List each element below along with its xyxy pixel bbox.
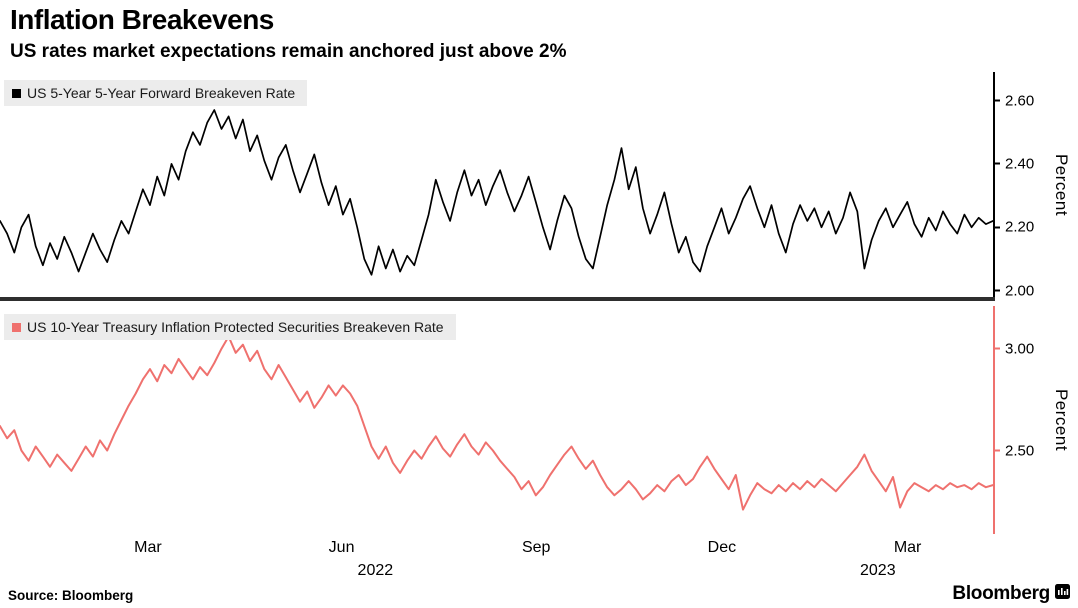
legend-swatch	[12, 88, 21, 98]
legend-label: US 5-Year 5-Year Forward Breakeven Rate	[27, 85, 296, 101]
x-year-label: 2022	[357, 562, 394, 579]
y-tick-mark	[993, 289, 1000, 292]
panel-5y5y-breakeven: 2.00 2.20 2.40 2.60 Percent US 5-Year 5-Yea…	[0, 72, 1078, 299]
y-tick-label: 2.40	[1005, 155, 1035, 173]
series-line-5y5y	[0, 109, 993, 276]
panel-divider	[0, 297, 995, 301]
y-tick-label: 2.00	[1005, 282, 1035, 300]
source-label: Source: Bloomberg	[8, 588, 134, 603]
y-axis-ticks: 2.50 3.00	[993, 306, 1078, 534]
y-axis-title: Percent	[1052, 388, 1071, 452]
y-tick: 2.60	[993, 92, 1034, 109]
x-tick-label: Mar	[134, 539, 162, 556]
series-line-10y-tips	[0, 335, 993, 511]
year-labels: 2022 2023	[0, 562, 993, 582]
y-tick-label: 3.00	[1005, 340, 1035, 358]
legend-swatch	[12, 322, 21, 332]
chart-title: Inflation Breakevens	[10, 4, 274, 35]
legend: US 10-Year Treasury Inflation Protected …	[4, 314, 456, 340]
x-tick-label: Sep	[521, 539, 551, 556]
y-tick-label: 2.60	[1005, 92, 1035, 110]
bloomberg-brand: Bloomberg	[952, 583, 1070, 605]
y-tick-mark	[993, 449, 1000, 452]
y-tick: 3.00	[993, 340, 1034, 357]
x-year-label: 2023	[860, 562, 896, 579]
y-tick: 2.40	[993, 155, 1034, 172]
y-tick: 2.50	[993, 442, 1034, 459]
y-tick-label: 2.20	[1005, 218, 1035, 236]
y-tick: 2.00	[993, 282, 1034, 299]
legend: US 5-Year 5-Year Forward Breakeven Rate	[4, 80, 308, 106]
y-tick-label: 2.50	[1005, 442, 1035, 460]
chart-subtitle: US rates market expectations remain anch…	[10, 41, 567, 62]
bloomberg-wordmark: Bloomberg	[952, 583, 1050, 604]
y-axis-line	[993, 306, 995, 534]
line-chart-5y5y	[0, 109, 993, 276]
x-tick-label: Mar	[893, 539, 922, 556]
y-tick-mark	[993, 162, 1000, 165]
y-axis-ticks: 2.00 2.20 2.40 2.60	[993, 72, 1078, 299]
panel-10y-tips-breakeven: 2.50 3.00 Percent US 10-Year Treasury Inf…	[0, 306, 1078, 534]
bloomberg-logo-icon	[1055, 584, 1070, 604]
y-axis-line	[993, 72, 995, 297]
x-tick-label: Jun	[328, 539, 355, 556]
line-chart-10y-tips	[0, 335, 993, 511]
y-tick-mark	[993, 347, 1000, 350]
y-tick: 2.20	[993, 219, 1034, 236]
y-axis-title: Percent	[1052, 153, 1071, 216]
footer: Source: Bloomberg Bloomberg	[0, 582, 1078, 606]
x-axis: Mar Jun Sep Dec Mar	[0, 539, 993, 559]
y-tick-mark	[993, 226, 1000, 229]
x-tick-label: Dec	[707, 539, 737, 556]
y-tick-mark	[993, 99, 1000, 102]
legend-label: US 10-Year Treasury Inflation Protected …	[27, 319, 444, 335]
